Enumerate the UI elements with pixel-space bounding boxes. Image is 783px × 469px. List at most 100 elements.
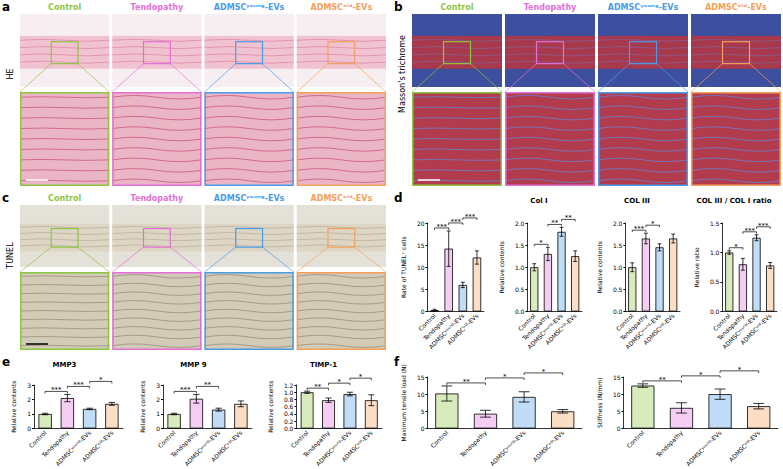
svg-text:Control: Control	[27, 429, 47, 449]
svg-text:Tendopathy: Tendopathy	[131, 3, 184, 12]
svg-text:ADMSCᵒˡᵈ-EVs: ADMSCᵒˡᵈ-EVs	[210, 429, 244, 463]
svg-text:0.5: 0.5	[710, 278, 720, 285]
svg-text:2: 2	[157, 396, 161, 403]
svg-text:10: 10	[417, 391, 425, 398]
svg-text:2.0: 2.0	[612, 220, 622, 227]
svg-text:Control: Control	[48, 3, 81, 12]
svg-text:**: **	[658, 376, 666, 384]
svg-text:Stiffness (N/mm): Stiffness (N/mm)	[595, 377, 602, 428]
svg-text:*: *	[735, 243, 739, 251]
svg-text:0: 0	[157, 425, 161, 432]
svg-text:15: 15	[612, 374, 620, 381]
svg-text:0.2: 0.2	[284, 418, 294, 425]
svg-text:1.0: 1.0	[284, 389, 294, 396]
svg-text:0: 0	[616, 425, 620, 432]
svg-text:MMP 9: MMP 9	[181, 361, 207, 369]
svg-text:*: *	[99, 376, 103, 384]
svg-text:ADMSCʸᵒᵘⁿᵍ-EVs: ADMSCʸᵒᵘⁿᵍ-EVs	[214, 3, 285, 12]
svg-text:*: *	[337, 378, 341, 386]
svg-text:ADMSCᵒˡᵈ-EVs: ADMSCᵒˡᵈ-EVs	[641, 312, 675, 346]
svg-text:0.0: 0.0	[612, 308, 622, 315]
svg-text:Tendopathy: Tendopathy	[653, 429, 684, 460]
svg-text:Relative contents: Relative contents	[595, 241, 602, 293]
svg-text:TIMP-1: TIMP-1	[310, 361, 337, 369]
svg-text:***: ***	[73, 381, 84, 389]
svg-text:0.0: 0.0	[284, 425, 294, 432]
svg-text:ADMSCᵒˡᵈ-EVs: ADMSCᵒˡᵈ-EVs	[705, 3, 767, 12]
svg-text:15: 15	[417, 374, 425, 381]
svg-text:0.5: 0.5	[515, 286, 525, 293]
svg-text:ADMSCᵒˡᵈ-EVs: ADMSCᵒˡᵈ-EVs	[739, 312, 773, 346]
svg-text:2.0: 2.0	[515, 220, 525, 227]
svg-text:***: ***	[465, 213, 476, 221]
svg-text:Masson's trichrome: Masson's trichrome	[398, 35, 407, 113]
svg-text:Relative contents: Relative contents	[10, 381, 17, 433]
svg-text:ADMSCʸᵒᵘⁿᵍ-EVs: ADMSCʸᵒᵘⁿᵍ-EVs	[684, 429, 722, 467]
svg-text:**: **	[314, 383, 322, 391]
svg-text:TUNEL: TUNEL	[6, 242, 15, 270]
svg-text:1.5: 1.5	[710, 220, 720, 227]
svg-text:ADMSCʸᵒᵘⁿᵍ-EVs: ADMSCʸᵒᵘⁿᵍ-EVs	[314, 429, 352, 467]
svg-text:HE: HE	[6, 68, 15, 79]
svg-text:ADMSCʸᵒᵘⁿᵍ-EVs: ADMSCʸᵒᵘⁿᵍ-EVs	[488, 429, 526, 467]
svg-text:***: ***	[51, 386, 62, 394]
svg-text:Tendopathy: Tendopathy	[458, 429, 489, 460]
svg-text:1.5: 1.5	[515, 242, 525, 249]
svg-text:Maximum tensile load (N): Maximum tensile load (N)	[400, 364, 407, 441]
svg-text:0: 0	[421, 425, 425, 432]
svg-text:20: 20	[417, 220, 425, 227]
svg-text:2: 2	[27, 396, 31, 403]
svg-text:Tendopathy: Tendopathy	[524, 3, 577, 12]
svg-text:Relative contents: Relative contents	[497, 241, 504, 293]
svg-text:1.0: 1.0	[710, 249, 720, 256]
svg-text:*: *	[503, 373, 507, 381]
svg-text:ADMSCᵒˡᵈ-EVs: ADMSCᵒˡᵈ-EVs	[80, 429, 114, 463]
svg-text:1.0: 1.0	[515, 264, 525, 271]
svg-text:0: 0	[27, 425, 31, 432]
svg-text:Control: Control	[48, 194, 81, 203]
svg-text:COL III: COL III	[624, 197, 650, 205]
svg-text:**: **	[551, 219, 559, 227]
svg-text:1.5: 1.5	[612, 242, 622, 249]
svg-text:ADMSCᵒˡᵈ-EVs: ADMSCᵒˡᵈ-EVs	[446, 312, 480, 346]
svg-text:ADMSCʸᵒᵘⁿᵍ-EVs: ADMSCʸᵒᵘⁿᵍ-EVs	[214, 194, 285, 203]
svg-text:*: *	[650, 220, 654, 228]
svg-text:0.4: 0.4	[284, 410, 294, 417]
svg-text:***: ***	[758, 222, 769, 230]
svg-text:3: 3	[27, 382, 31, 389]
svg-text:ADMSCᵒˡᵈ-EVs: ADMSCᵒˡᵈ-EVs	[340, 429, 374, 463]
svg-text:ADMSCᵒˡᵈ-EVs: ADMSCᵒˡᵈ-EVs	[311, 194, 373, 203]
svg-text:1.2: 1.2	[284, 382, 294, 389]
svg-text:***: ***	[451, 218, 462, 226]
svg-text:1: 1	[27, 410, 31, 417]
svg-text:15: 15	[417, 242, 425, 249]
svg-text:ADMSCᵒˡᵈ-EVs: ADMSCᵒˡᵈ-EVs	[531, 429, 565, 463]
svg-text:COL III / COL I ratio: COL III / COL I ratio	[697, 197, 772, 205]
svg-text:*: *	[359, 373, 363, 381]
svg-text:c: c	[2, 191, 9, 205]
svg-text:ADMSCᵒˡᵈ-EVs: ADMSCᵒˡᵈ-EVs	[311, 3, 373, 12]
svg-text:MMP3: MMP3	[53, 361, 77, 369]
svg-text:0.0: 0.0	[710, 308, 720, 315]
svg-text:*: *	[539, 239, 543, 247]
svg-text:Control: Control	[625, 429, 645, 449]
svg-text:Relative contents: Relative contents	[266, 381, 273, 433]
svg-text:Rate of TUNEL⁺ cells: Rate of TUNEL⁺ cells	[400, 236, 407, 298]
svg-text:a: a	[2, 0, 10, 14]
svg-text:**: **	[463, 378, 471, 386]
svg-text:Control: Control	[440, 3, 473, 12]
svg-text:0.5: 0.5	[612, 286, 622, 293]
svg-text:0.8: 0.8	[284, 396, 294, 403]
svg-text:1.0: 1.0	[612, 264, 622, 271]
svg-text:0: 0	[421, 308, 425, 315]
svg-text:Relative ratio: Relative ratio	[693, 247, 700, 287]
svg-text:5: 5	[421, 408, 425, 415]
svg-text:5: 5	[616, 408, 620, 415]
svg-text:10: 10	[612, 391, 620, 398]
svg-text:*: *	[699, 371, 703, 379]
svg-text:Tendopathy: Tendopathy	[131, 194, 184, 203]
svg-text:**: **	[565, 214, 573, 222]
svg-text:ADMSCᵒˡᵈ-EVs: ADMSCᵒˡᵈ-EVs	[544, 312, 578, 346]
svg-text:Control: Control	[157, 429, 177, 449]
svg-text:1: 1	[157, 410, 161, 417]
